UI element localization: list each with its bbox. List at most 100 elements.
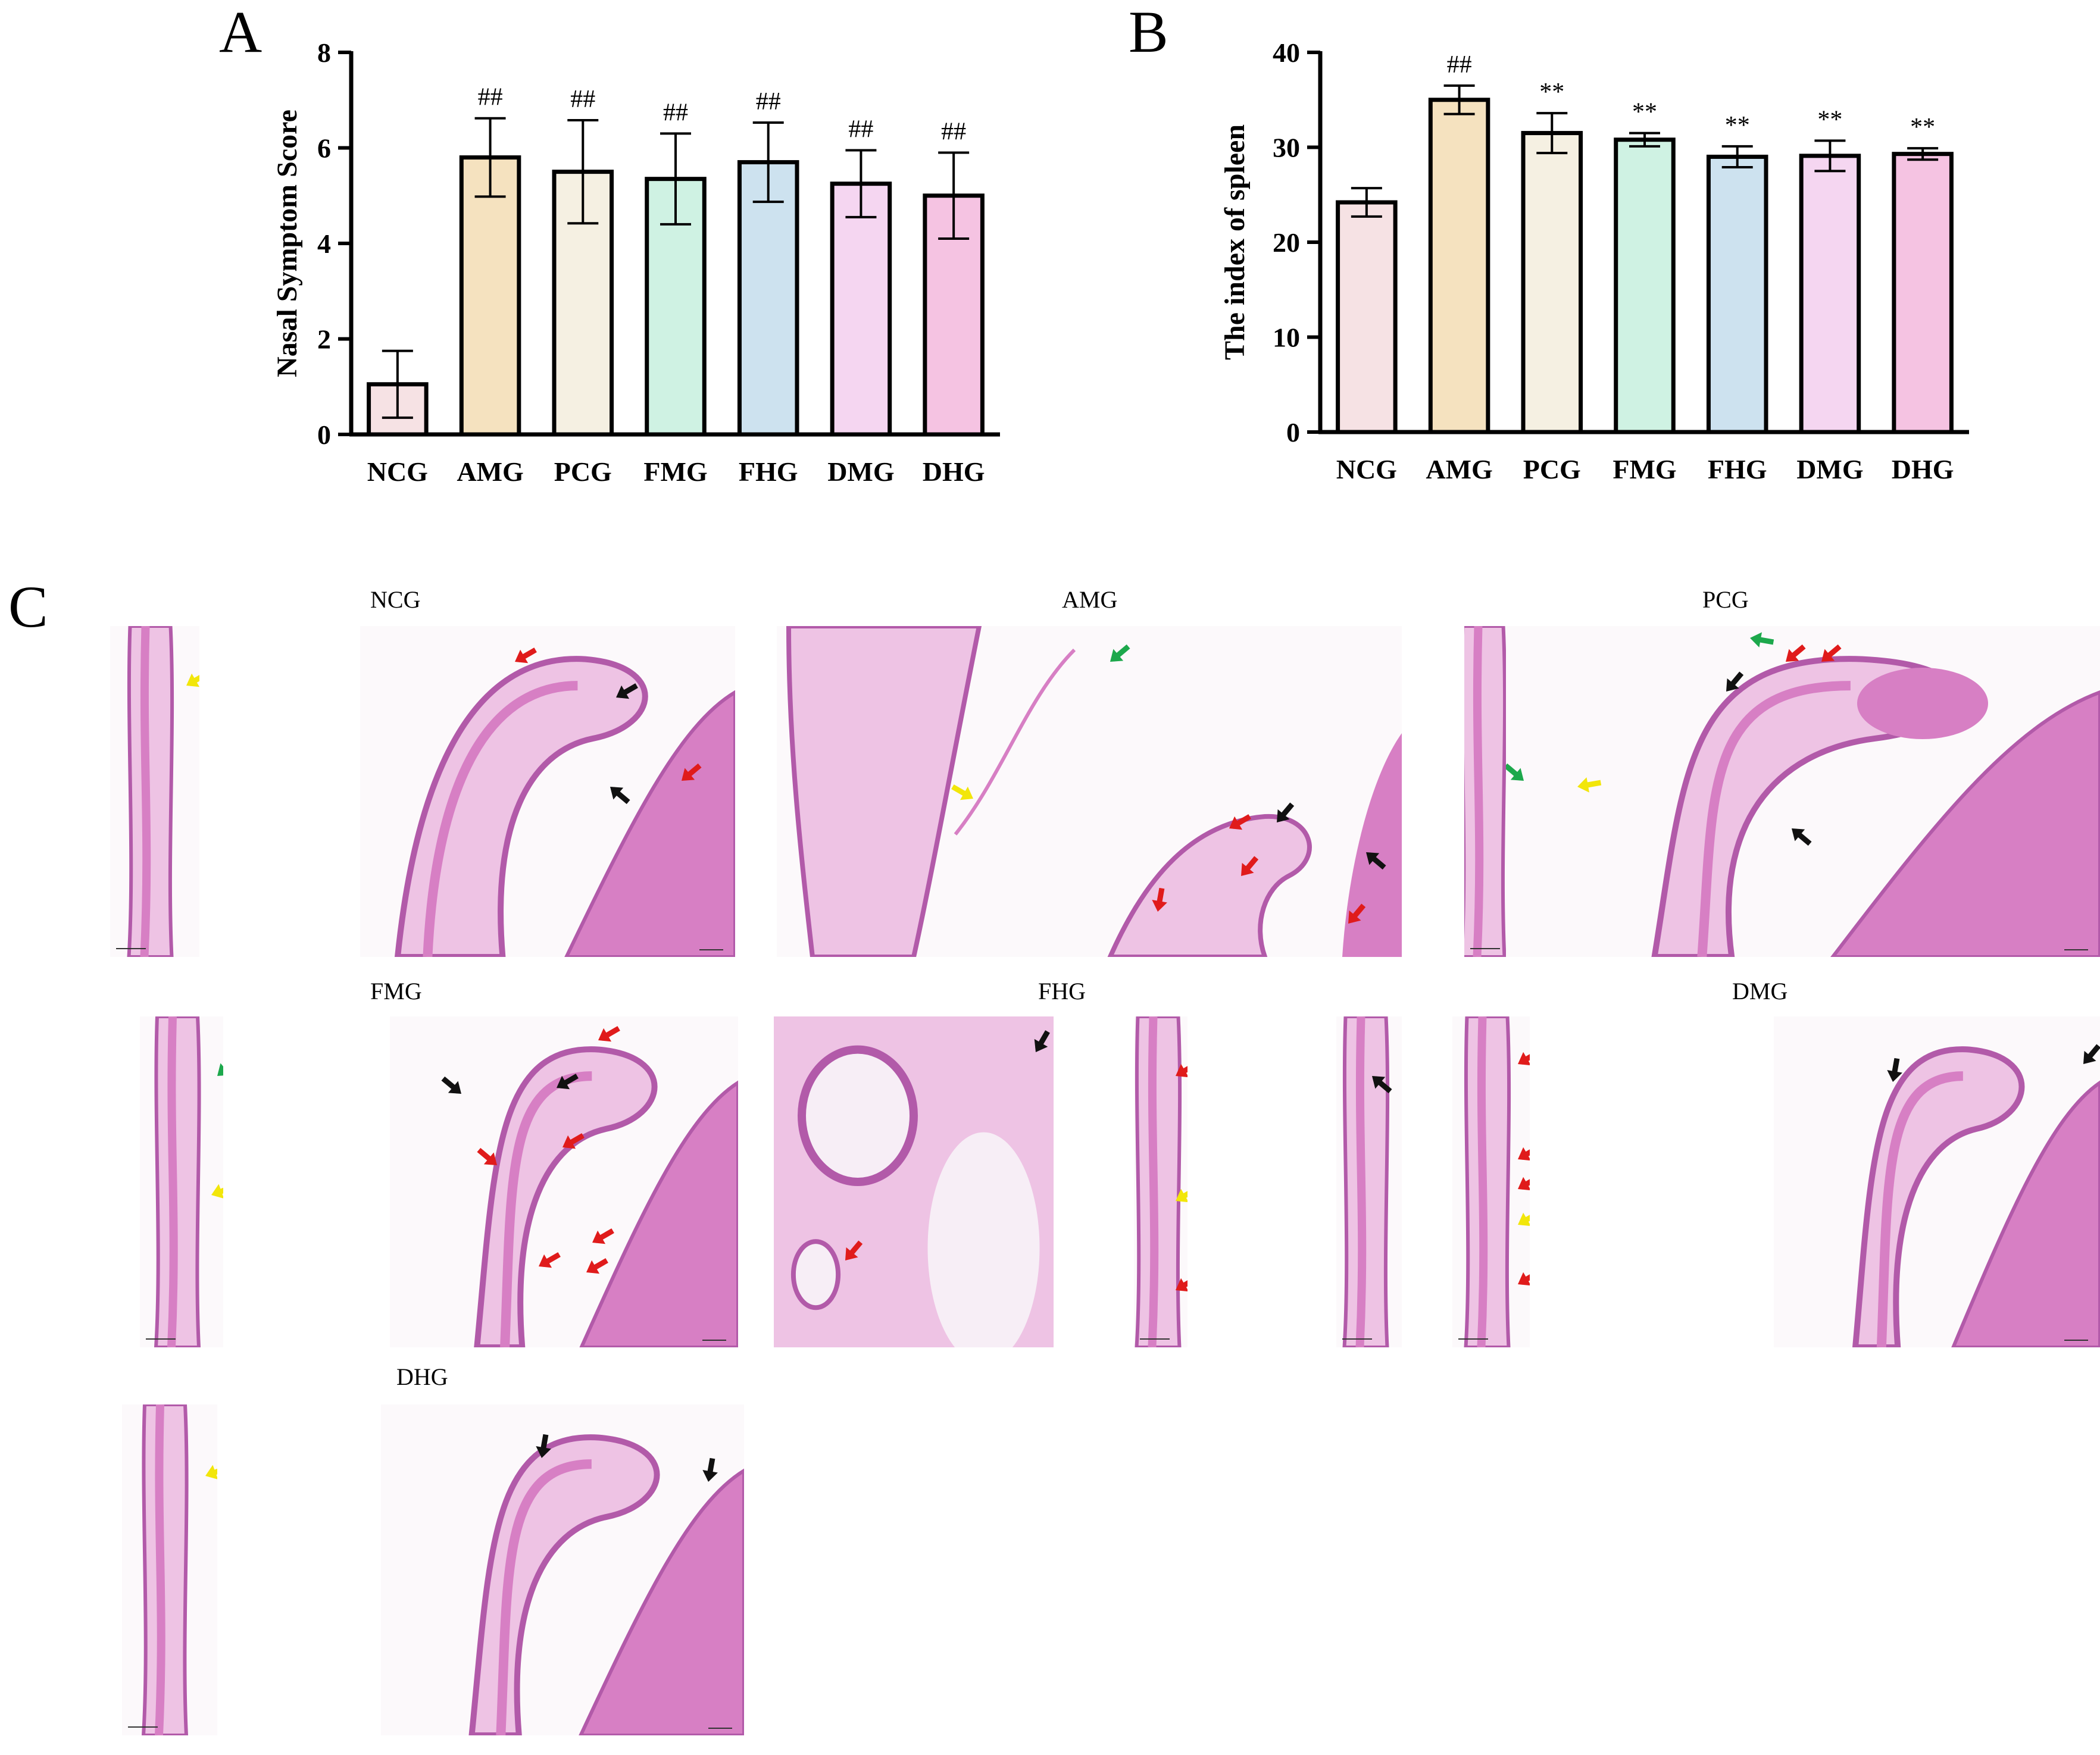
ncg-turbinate-bone-wall: [564, 690, 735, 957]
chart-b-category-label-ncg: NCG: [1336, 454, 1397, 484]
red-arrow: [1518, 1050, 1530, 1066]
chart-b-bar-fhg: [1706, 154, 1768, 434]
histology-label-fmg: FMG: [370, 978, 422, 1005]
dhg-strip-mucosa: [141, 1404, 189, 1735]
red-arrow: [515, 647, 537, 664]
chart-a-annotation-fhg: ##: [756, 88, 781, 115]
red-arrow: [1518, 1175, 1530, 1191]
red-arrow: [1786, 644, 1806, 662]
green-arrow: [217, 1058, 223, 1076]
fhg-left-airway: [927, 1132, 1040, 1347]
amg-bone-wall: [1342, 733, 1402, 957]
chart-b-ytick-label: 30: [1273, 133, 1300, 163]
histology-fhg-strip: [1134, 1016, 1188, 1347]
histology-amg-section: [777, 626, 1402, 957]
red-arrow: [1229, 814, 1251, 830]
red-arrow: [598, 1026, 620, 1042]
histology-label-dmg: DMG: [1732, 978, 1788, 1005]
chart-a-category-label-ncg: NCG: [367, 456, 428, 487]
chart-b-annotation-pcg: **: [1539, 79, 1564, 106]
chart-b-annotation-dmg: **: [1817, 106, 1842, 133]
red-arrow: [682, 763, 702, 781]
red-arrow: [592, 1228, 614, 1244]
red-arrow: [1176, 1062, 1188, 1078]
histology-label-fhg: FHG: [1038, 978, 1086, 1005]
black-arrow: [1887, 1058, 1902, 1082]
ncg-turbinate-turbinate: [394, 656, 648, 957]
chart-a-category-label-pcg: PCG: [554, 456, 612, 487]
ncg-strip-mucosa: [127, 626, 174, 957]
chart-b-annotation-fmg: **: [1632, 99, 1657, 126]
panel-letter-c: C: [8, 574, 48, 640]
black-arrow: [1726, 671, 1744, 692]
yellow-arrow: [211, 1184, 223, 1199]
chart-a-bar-fmg: [645, 177, 707, 437]
yellow-arrow: [1577, 777, 1602, 793]
histology-dhg-strip: [122, 1404, 217, 1735]
chart-b-category-label-dhg: DHG: [1892, 454, 1954, 484]
panel-letter-b: B: [1129, 0, 1168, 65]
amg-detached-epithelium: [954, 648, 1076, 836]
chart-a-bar-dmg: [830, 182, 892, 437]
chart-b-category-label-fhg: FHG: [1708, 454, 1767, 484]
chart-b-annotation-amg: ##: [1447, 51, 1472, 79]
black-arrow: [1372, 1076, 1392, 1094]
fhg-left-gland-lumen: [798, 1045, 918, 1186]
chart-b-bar-pcg: [1521, 131, 1583, 434]
chart-b-category-label-fmg: FMG: [1612, 454, 1676, 484]
chart-a-category-label-fmg: FMG: [643, 456, 707, 487]
black-arrow: [702, 1457, 718, 1482]
chart-a-category-label-dhg: DHG: [923, 456, 985, 487]
yellow-arrow: [1518, 1210, 1530, 1227]
pcg-strip-lamina: [1473, 626, 1484, 957]
yellow-arrow: [1176, 1187, 1188, 1203]
red-arrow: [1152, 887, 1167, 912]
green-arrow: [1750, 632, 1774, 647]
yellow-arrow: [186, 671, 199, 687]
chart-b-category-label-dmg: DMG: [1796, 454, 1863, 484]
chart-a-annotation-fmg: ##: [663, 99, 688, 126]
histology-fmg-turbinate: [390, 1016, 738, 1347]
green-arrow: [1506, 763, 1524, 781]
red-arrow: [539, 1252, 561, 1268]
fhg-right-lamina: [1355, 1016, 1367, 1347]
chart-a-bar-fhg: [737, 160, 799, 437]
dmg-strip-mucosa: [1464, 1016, 1511, 1347]
dmg-turbinate-lamina: [1876, 1071, 1963, 1347]
fmg-strip-lamina: [167, 1016, 178, 1347]
dhg-turbinate-lamina: [496, 1459, 592, 1735]
black-arrow: [557, 1074, 579, 1090]
green-arrow: [1110, 644, 1130, 662]
chart-b-ytick-label: 20: [1273, 227, 1300, 258]
chart-a-category-label-fhg: FHG: [739, 456, 798, 487]
ncg-turbinate-lamina: [423, 681, 578, 957]
histology-ncg-strip: [110, 626, 199, 957]
fhg-strip-mucosa: [1135, 1016, 1182, 1347]
chart-b-bar-dmg: [1799, 154, 1861, 434]
histology-label-pcg: PCG: [1702, 586, 1749, 613]
histology-ncg-turbinate: [360, 626, 735, 957]
chart-a-ytick-label: 6: [317, 133, 331, 164]
histology-pcg-strip: [1464, 626, 1506, 957]
chart-a-category-label-dmg: DMG: [827, 456, 894, 487]
chart-a-ytick-label: 4: [317, 229, 331, 259]
chart-b-ytick-label: 10: [1273, 323, 1300, 353]
histology-fhg-right: [1336, 1016, 1402, 1347]
chart-a-ytick-label: 2: [317, 324, 331, 355]
histology-dmg-strip: [1452, 1016, 1530, 1347]
red-arrow: [562, 1133, 585, 1149]
fmg-turbinate-bone-wall: [579, 1080, 738, 1347]
chart-b-y-axis-label: The index of spleen: [1219, 124, 1251, 360]
chart-b: 0 10 20 30 40 The index of spleen NCG ## AMG ** PC…: [1219, 37, 1969, 484]
chart-b-category-label-pcg: PCG: [1523, 454, 1581, 484]
dhg-strip-lamina: [155, 1404, 165, 1735]
chart-a-ytick-label: 0: [317, 420, 331, 450]
chart-a-annotation-dmg: ##: [848, 116, 873, 143]
ncg-strip-lamina: [140, 626, 151, 957]
amg-mucosa: [786, 626, 982, 957]
red-arrow: [1241, 856, 1259, 876]
black-arrow: [536, 1434, 551, 1458]
histology-dmg-turbinate: [1774, 1016, 2100, 1347]
chart-a-bar-amg: [459, 155, 521, 437]
black-arrow: [1034, 1030, 1050, 1052]
